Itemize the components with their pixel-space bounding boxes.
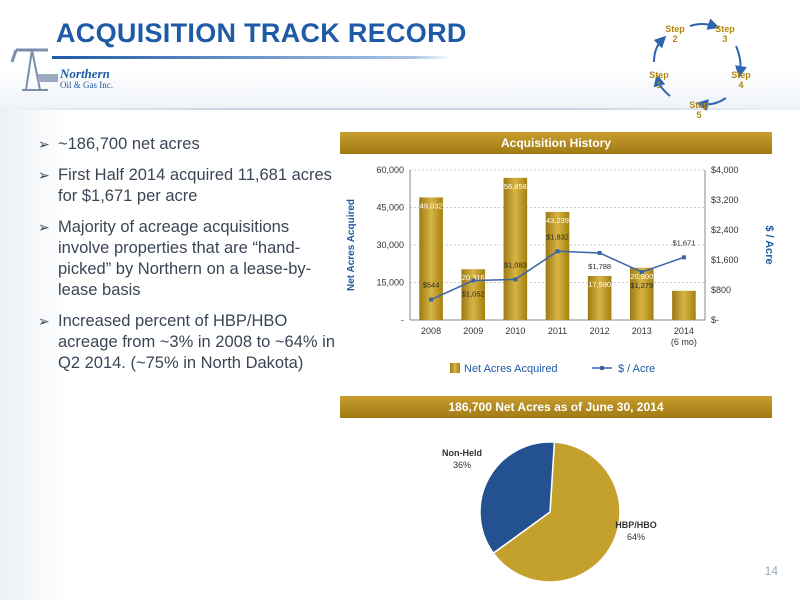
line-point [681,255,686,260]
line-point [513,277,518,282]
bar-value-label: 43,239 [546,216,569,225]
pie-label-name: HBP/HBO [615,520,657,530]
pie-label-value: 36% [453,460,471,470]
line-point [429,297,434,302]
bar-net-acres [461,269,486,320]
y2-tick-label: $3,200 [711,195,739,205]
chart-header-acquisition-history: Acquisition History [340,132,772,154]
title-underline [52,56,452,59]
bar-net-acres [672,290,696,320]
cycle-arrows-icon [653,18,747,111]
header-divider [0,108,800,110]
bullet-item: ➢ First Half 2014 acquired 11,681 acres f… [38,166,332,205]
y2-tick-label: $800 [711,285,731,295]
top-band [0,0,800,110]
cycle-step-3: Step 3 [715,24,735,44]
acquisition-history-chart: - 15,000 30,000 45,000 60,000 $- $800 $1,600 $2,… [340,160,780,390]
y-tick-label: 15,000 [376,278,404,288]
y-tick-label: 30,000 [376,240,404,250]
y-tick-label: 45,000 [376,203,404,213]
pie-slice-non-held [479,441,556,555]
logo-subtitle: Oil & Gas Inc. [60,80,113,90]
line-point [639,270,644,275]
bar-value-label: 56,858 [504,182,527,191]
line-point [555,249,560,254]
y2-axis-title: $ / Acre [763,225,775,264]
process-cycle: Step 1 Step 2 Step 3 Step 4 Step 5 [640,10,760,120]
y2-tick-label: $4,000 [711,165,739,175]
y-tick-label: - [401,315,404,325]
bullet-item: ➢ Majority of acreage acquisitions involv… [38,218,312,299]
chart-header-net-acres: 186,700 Net Acres as of June 30, 2014 [340,396,772,418]
line-point [471,278,476,283]
bar-value-label: 20,900 [630,272,653,281]
page-number: 14 [764,564,778,578]
x-tick-label: 2014 [674,326,694,336]
arrow-bullet-icon: ➢ [38,313,50,329]
arrow-bullet-icon: ➢ [38,136,50,152]
x-tick-label: 2010 [505,326,525,336]
bar-net-acres [629,267,654,320]
bar-net-acres [419,197,443,320]
net-acres-pie-chart: HBP/HBO 64% Non-Held 36% [442,441,657,583]
page-title: ACQUISITION TRACK RECORD [56,18,467,48]
bar-net-acres [545,211,570,320]
bar-net-acres [503,177,528,320]
bar-value-label: 49,032 [420,201,443,210]
legend-line-marker [600,366,604,370]
cycle-step-5: Step 5 [689,100,709,120]
legend-swatch-bars [450,363,460,373]
bar-value-label: 20,316 [462,273,485,282]
cycle-step-2: Step 2 [665,24,685,44]
x-tick-label: 2013 [632,326,652,336]
y-tick-label: 60,000 [376,165,404,175]
cycle-step-4: Step 4 [731,70,751,90]
x-tick-label: 2008 [421,326,441,336]
x-tick-label: 2009 [463,326,483,336]
line-value-label: $1,083 [504,260,527,269]
arrow-bullet-icon: ➢ [38,219,50,235]
pie-label-name: Non-Held [442,448,482,458]
pie-label-value: 64% [627,532,645,542]
line-value-label: $1,052 [462,290,485,299]
y2-tick-label: $1,600 [711,255,739,265]
line-value-label: $1,788 [588,262,611,271]
bullet-item: ➢ Increased percent of HBP/HBO acreage fr… [38,312,336,372]
bullet-item: ➢ ~186,700 net acres [38,135,200,153]
y2-tick-label: $2,400 [711,225,739,235]
y-axis-title: Net Acres Acquired [346,199,357,291]
bullet-list: ➢ ~186,700 net acres ➢ First Half 2014 acq… [38,134,338,384]
bar-net-acres [587,276,612,320]
oil-derrick-icon [10,48,58,91]
line-value-label: $1,832 [546,232,569,241]
legend-label-bars: Net Acres Acquired [464,363,558,375]
pie-label-non-held: Non-Held 36% [442,448,482,470]
y2-tick-label: $- [711,315,719,325]
bar-value-label: 17,590 [588,280,611,289]
logo-name: Northern [60,66,110,81]
arrow-bullet-icon: ➢ [38,167,50,183]
x-tick-label: 2011 [548,326,567,336]
x-tick-label: 2012 [590,326,610,336]
line-value-label: $1,279 [630,281,653,290]
line-point [597,250,602,255]
x-tick-label: (6 mo) [671,337,697,347]
line-value-label: $544 [423,281,440,290]
cycle-step-1: Step 1 [649,70,669,90]
pie-label-hbp-hbo: HBP/HBO 64% [615,520,657,542]
legend-label-line: $ / Acre [618,363,655,375]
line-value-label: $1,671 [672,238,695,247]
pie-slice-hbp-hbo [492,441,621,583]
